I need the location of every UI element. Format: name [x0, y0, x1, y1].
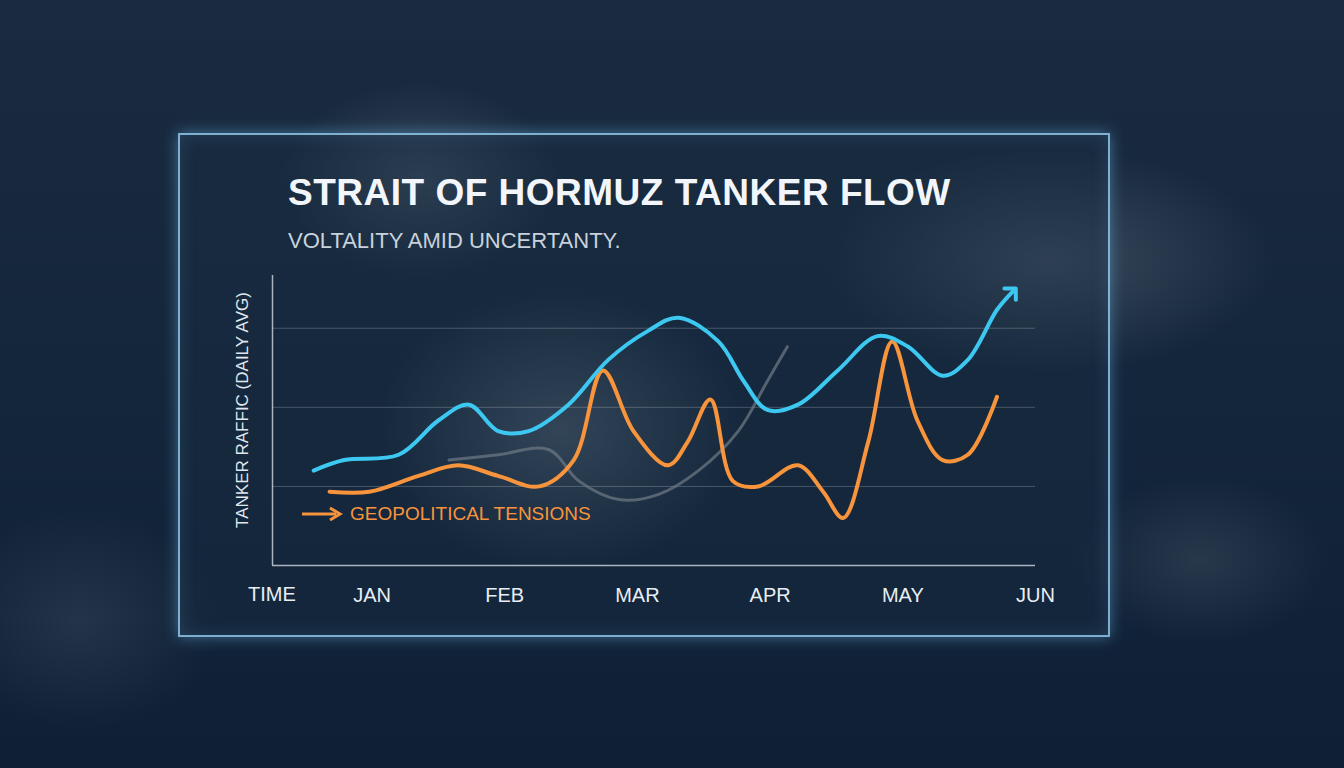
svg-text:JAN: JAN	[353, 584, 391, 606]
html-text:STRAIT OF HORMUZ TANKER FLOW: STRAIT OF HORMUZ TANKER FLOW	[288, 172, 951, 213]
html-text:TIME: TIME	[248, 583, 296, 605]
html-text:VOLTALITY AMID UNCERTANTY.: VOLTALITY AMID UNCERTANTY.	[288, 228, 621, 253]
svg-text:MAR: MAR	[615, 584, 659, 606]
html-text:GEOPOLITICAL TENSIONS: GEOPOLITICAL TENSIONS	[350, 503, 591, 524]
svg-text:JUN: JUN	[1016, 584, 1055, 606]
html-text:TANKER RAFFIC (DAILY AVG): TANKER RAFFIC (DAILY AVG)	[233, 292, 252, 528]
svg-text:APR: APR	[750, 584, 791, 606]
svg-text:FEB: FEB	[485, 584, 524, 606]
svg-text:MAY: MAY	[882, 584, 924, 606]
